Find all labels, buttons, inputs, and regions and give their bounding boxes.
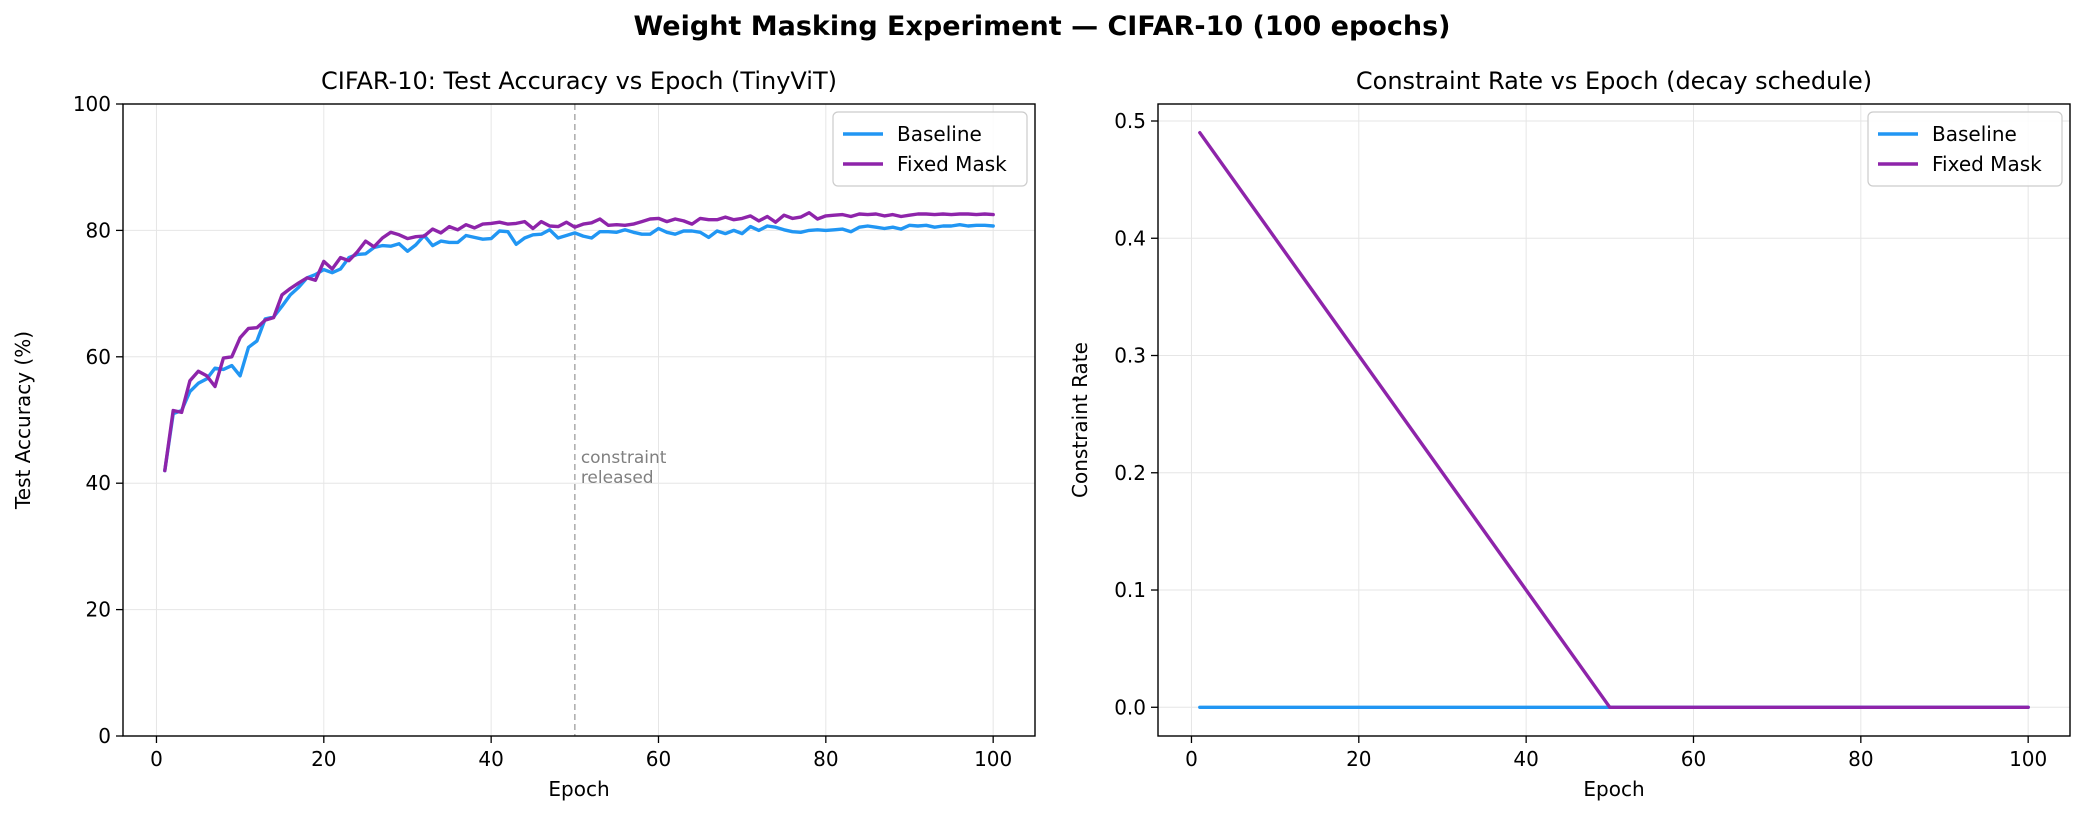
legend-label: Fixed Mask	[1932, 152, 2042, 176]
y-tick-label: 20	[86, 598, 111, 622]
x-tick-label: 20	[1346, 747, 1371, 771]
y-tick-label: 60	[86, 345, 111, 369]
legend: Baseline Fixed Mask	[1867, 111, 2063, 187]
x-tick-label: 40	[478, 747, 503, 771]
y-tick-label: 0.0	[1114, 695, 1146, 719]
legend-label: Baseline	[897, 122, 982, 146]
x-tick-label: 60	[1681, 747, 1706, 771]
x-tick-label: 100	[974, 747, 1012, 771]
y-tick-label: 100	[73, 92, 111, 116]
legend: Baseline Fixed Mask	[832, 111, 1028, 187]
y-tick-label: 40	[86, 471, 111, 495]
series-line-fixed-mask	[1198, 130, 2030, 709]
y-tick-label: 0	[98, 724, 111, 748]
y-tick-label: 0.1	[1114, 578, 1146, 602]
plot-frame	[122, 103, 1036, 737]
x-tick-label: 60	[646, 747, 671, 771]
y-tick-label: 0.4	[1114, 226, 1146, 250]
x-tick-label: 0	[150, 747, 163, 771]
y-tick-label: 0.3	[1114, 344, 1146, 368]
y-axis-label: Test Accuracy (%)	[11, 331, 35, 510]
x-tick-label: 0	[1185, 747, 1198, 771]
y-tick-label: 0.5	[1114, 109, 1146, 133]
x-tick-label: 80	[813, 747, 838, 771]
x-tick-label: 80	[1848, 747, 1873, 771]
legend-box	[1867, 111, 2063, 187]
legend-box	[832, 111, 1028, 187]
annotation-text: constraint released	[581, 448, 667, 488]
y-axis-label: Constraint Rate	[1068, 342, 1092, 498]
constraint-rate-chart: 0 20 40 60 80 100 0.0 0.1 0.2 0.3 0.4 0.5 Constraint…	[1068, 67, 2071, 801]
x-axis-label: Epoch	[1583, 777, 1644, 801]
x-tick-label: 40	[1513, 747, 1538, 771]
x-tick-label: 20	[311, 747, 336, 771]
accuracy-chart: constraint released 0 20 40 60 80 100 0 20 40 60 80 1…	[11, 67, 1036, 801]
y-tick-label: 0.2	[1114, 461, 1146, 485]
chart-title: Constraint Rate vs Epoch (decay schedule…	[1356, 67, 1872, 95]
series-line-fixed-mask	[163, 210, 995, 473]
legend-label: Fixed Mask	[897, 152, 1007, 176]
series-line-baseline	[163, 222, 995, 473]
chart-title: CIFAR-10: Test Accuracy vs Epoch (TinyVi…	[321, 67, 837, 95]
x-tick-label: 100	[2009, 747, 2047, 771]
y-tick-label: 80	[86, 218, 111, 242]
annotation-line: constraint	[581, 448, 667, 468]
x-axis-label: Epoch	[548, 777, 609, 801]
plot-frame	[1157, 103, 2071, 737]
figure-suptitle: Weight Masking Experiment — CIFAR-10 (10…	[633, 11, 1450, 42]
legend-label: Baseline	[1932, 122, 2017, 146]
annotation-line: released	[581, 468, 654, 488]
